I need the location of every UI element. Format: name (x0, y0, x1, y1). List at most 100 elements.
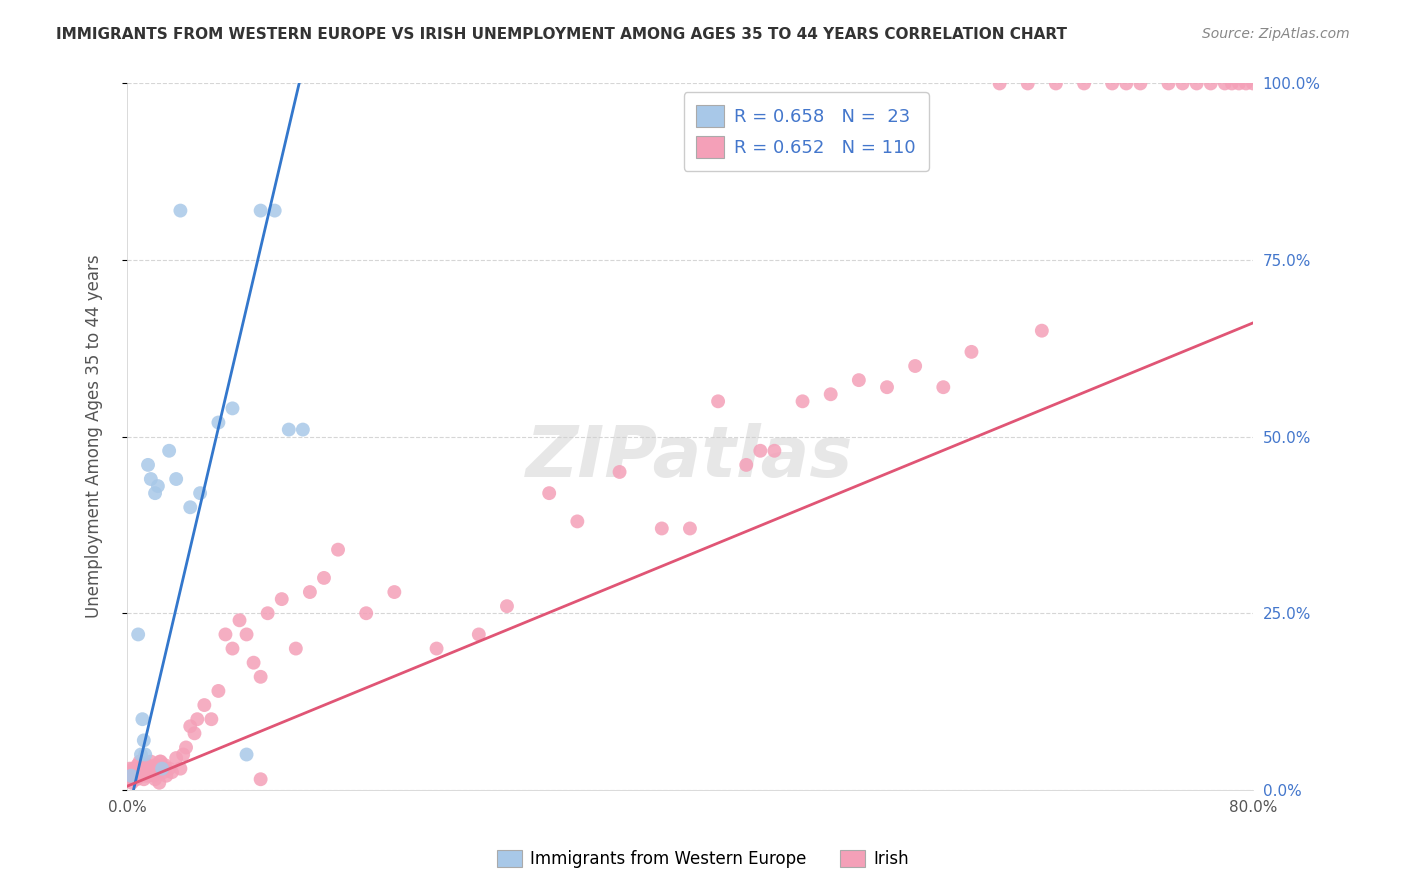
Point (214, 627, 236, 641)
Point (221, 401, 243, 416)
Point (152, 765, 174, 780)
Point (1199, 77, 1222, 91)
Text: Source: ZipAtlas.com: Source: ZipAtlas.com (1202, 27, 1350, 41)
Point (120, 765, 142, 780)
Point (128, 762, 150, 776)
Point (242, 656, 264, 670)
Point (1213, 77, 1236, 91)
Point (179, 500, 201, 515)
Point (382, 585, 405, 599)
Point (1234, 77, 1257, 91)
Point (1073, 77, 1095, 91)
Point (134, 747, 156, 762)
Point (763, 443, 786, 458)
Point (127, 758, 149, 772)
Point (988, 77, 1011, 91)
Point (249, 670, 271, 684)
Point (122, 762, 145, 776)
Point (193, 698, 215, 712)
Point (148, 776, 170, 790)
Point (932, 380, 955, 394)
Point (138, 762, 160, 776)
Point (1185, 77, 1208, 91)
Point (125, 772, 148, 787)
Point (142, 769, 165, 783)
Point (129, 747, 152, 762)
Point (1031, 324, 1053, 338)
Point (139, 472, 162, 486)
Point (127, 769, 149, 783)
Point (121, 765, 143, 780)
Point (145, 758, 167, 772)
Point (165, 472, 187, 486)
Point (326, 542, 349, 557)
Point (136, 769, 159, 783)
Point (1129, 77, 1152, 91)
Point (132, 733, 155, 747)
Point (207, 416, 229, 430)
Legend: Immigrants from Western Europe, Irish: Immigrants from Western Europe, Irish (491, 843, 915, 875)
Point (134, 762, 156, 776)
Point (155, 769, 177, 783)
Point (235, 627, 257, 641)
Point (820, 387, 842, 401)
Y-axis label: Unemployment Among Ages 35 to 44 years: Unemployment Among Ages 35 to 44 years (86, 255, 103, 618)
Legend: R = 0.658   N =  23, R = 0.652   N = 110: R = 0.658 N = 23, R = 0.652 N = 110 (683, 93, 928, 171)
Point (354, 606, 377, 620)
Point (735, 458, 758, 472)
Point (1171, 77, 1194, 91)
Point (468, 627, 491, 641)
Point (121, 776, 143, 790)
Text: ZIPatlas: ZIPatlas (526, 424, 853, 492)
Point (1249, 77, 1271, 91)
Point (291, 423, 314, 437)
Point (118, 762, 141, 776)
Point (749, 443, 772, 458)
Point (132, 772, 155, 787)
Point (1157, 77, 1180, 91)
Point (249, 772, 271, 787)
Point (129, 765, 152, 780)
Point (298, 585, 321, 599)
Point (228, 613, 250, 627)
Point (651, 521, 673, 535)
Point (129, 769, 152, 783)
Point (270, 592, 292, 607)
Point (263, 203, 285, 218)
Point (1017, 77, 1039, 91)
Point (179, 719, 201, 733)
Point (131, 712, 153, 726)
Point (139, 755, 162, 769)
Point (312, 571, 335, 585)
Point (792, 394, 814, 409)
Point (256, 606, 278, 620)
Point (1241, 77, 1264, 91)
Point (120, 769, 142, 783)
Point (1101, 77, 1123, 91)
Point (124, 772, 146, 787)
Point (904, 359, 927, 373)
Point (149, 755, 172, 769)
Point (124, 769, 146, 783)
Point (426, 641, 449, 656)
Point (145, 762, 167, 776)
Point (207, 684, 229, 698)
Point (149, 755, 172, 769)
Point (131, 765, 153, 780)
Point (1045, 77, 1067, 91)
Point (567, 515, 589, 529)
Point (172, 747, 194, 762)
Point (679, 521, 702, 535)
Point (848, 373, 870, 387)
Point (120, 769, 142, 783)
Point (169, 762, 191, 776)
Point (128, 755, 150, 769)
Point (277, 423, 299, 437)
Point (138, 762, 160, 776)
Point (876, 380, 898, 394)
Point (134, 769, 156, 783)
Point (249, 203, 271, 218)
Point (183, 726, 205, 740)
Point (139, 765, 162, 780)
Point (186, 712, 208, 726)
